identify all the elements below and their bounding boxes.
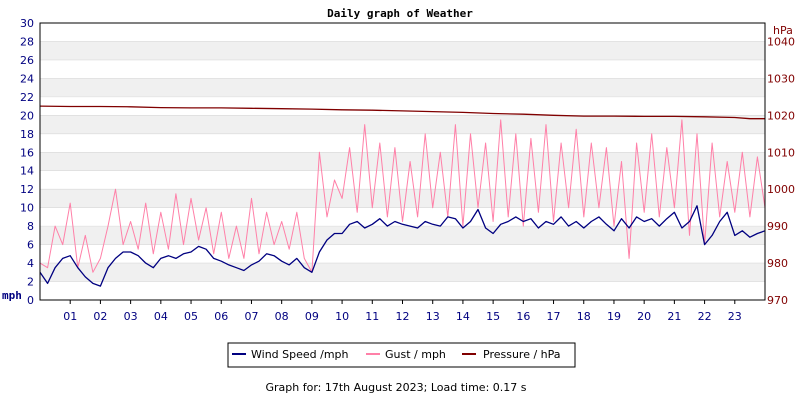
series-layer — [39, 105, 766, 287]
y-left-tick-label: 6 — [27, 239, 34, 252]
y-right-tick-label: 1000 — [767, 183, 795, 196]
x-tick-label: 17 — [547, 310, 561, 323]
grid-band — [40, 23, 765, 42]
y-left-tick-label: 8 — [27, 220, 34, 233]
y-left-tick-label: 20 — [20, 109, 34, 122]
x-tick-label: 15 — [486, 310, 500, 323]
x-tick-label: 10 — [335, 310, 349, 323]
y-left-tick-label: 10 — [20, 202, 34, 215]
x-tick-label: 02 — [93, 310, 107, 323]
x-tick-label: 18 — [577, 310, 591, 323]
x-tick-label: 20 — [637, 310, 651, 323]
series-gust — [39, 119, 766, 273]
y-left-tick-label: 12 — [20, 183, 34, 196]
gridlines — [40, 22, 765, 301]
grid-band — [40, 226, 765, 245]
x-tick-label: 01 — [63, 310, 77, 323]
x-tick-label: 09 — [305, 310, 319, 323]
x-tick-label: 22 — [698, 310, 712, 323]
y-right-tick-label: 1010 — [767, 146, 795, 159]
y-left-tick-label: 2 — [27, 276, 34, 289]
y-left-tick-label: 16 — [20, 146, 34, 159]
grid-band — [40, 59, 765, 79]
series-pressure — [39, 105, 765, 120]
y-right-tick-label: 1040 — [767, 35, 795, 48]
legend: Wind Speed /mph Gust / mph Pressure / hP… — [227, 342, 576, 368]
grid-band — [40, 78, 765, 97]
legend-label-gust: Gust / mph — [385, 348, 446, 361]
grid-band — [40, 170, 765, 190]
grid-band — [40, 152, 765, 171]
y-right-tick-label: 970 — [767, 294, 788, 307]
series-wind-speed — [39, 205, 766, 287]
x-tick-label: 23 — [728, 310, 742, 323]
y-right-tick-label: 1030 — [767, 72, 795, 85]
grid-band — [40, 133, 765, 153]
legend-label-pressure: Pressure / hPa — [483, 348, 561, 361]
left-axis-label: mph — [2, 289, 22, 302]
grid-band — [40, 189, 765, 208]
y-left-tick-label: 18 — [20, 128, 34, 141]
y-left-tick-label: 22 — [20, 91, 34, 104]
x-tick-label: 08 — [275, 310, 289, 323]
grid-band — [40, 115, 765, 134]
x-axis: 01 02 03 04 05 06 07 08 09 10 11 12 13 14 15 16 17 18 19 20… — [63, 300, 742, 323]
grid-band — [40, 244, 765, 264]
y-right-tick-label: 980 — [767, 257, 788, 270]
y-right-tick-label: 990 — [767, 220, 788, 233]
right-axis-label: hPa — [773, 24, 793, 37]
y-left-tick-label: 14 — [20, 165, 34, 178]
x-tick-label: 16 — [516, 310, 530, 323]
x-tick-label: 07 — [244, 310, 258, 323]
x-tick-label: 04 — [154, 310, 168, 323]
legend-label-wind: Wind Speed /mph — [251, 348, 349, 361]
x-tick-label: 03 — [124, 310, 138, 323]
y-left-tick-label: 24 — [20, 72, 34, 85]
x-tick-label: 13 — [426, 310, 440, 323]
x-tick-label: 11 — [365, 310, 379, 323]
grid-band — [40, 41, 765, 60]
y-left-tick-label: 4 — [27, 257, 34, 270]
grid-band — [40, 263, 765, 282]
x-tick-label: 12 — [396, 310, 410, 323]
graph-footer: Graph for: 17th August 2023; Load time: … — [266, 381, 527, 394]
right-axis: 970 980 990 1000 1010 1020 1030 1040 — [767, 35, 795, 307]
legend-box — [227, 342, 576, 368]
grid-band — [40, 281, 765, 300]
x-tick-label: 06 — [214, 310, 228, 323]
y-left-tick-label: 28 — [20, 35, 34, 48]
x-tick-label: 19 — [607, 310, 621, 323]
y-left-tick-label: 26 — [20, 54, 34, 67]
x-tick-label: 21 — [667, 310, 681, 323]
grid-band — [40, 96, 765, 116]
x-tick-label: 14 — [456, 310, 470, 323]
y-left-tick-label: 0 — [27, 294, 34, 307]
chart-title: Daily graph of Weather — [327, 7, 473, 20]
x-tick-label: 05 — [184, 310, 198, 323]
y-right-tick-label: 1020 — [767, 109, 795, 122]
plot-background — [40, 23, 765, 300]
y-left-tick-label: 30 — [20, 17, 34, 30]
